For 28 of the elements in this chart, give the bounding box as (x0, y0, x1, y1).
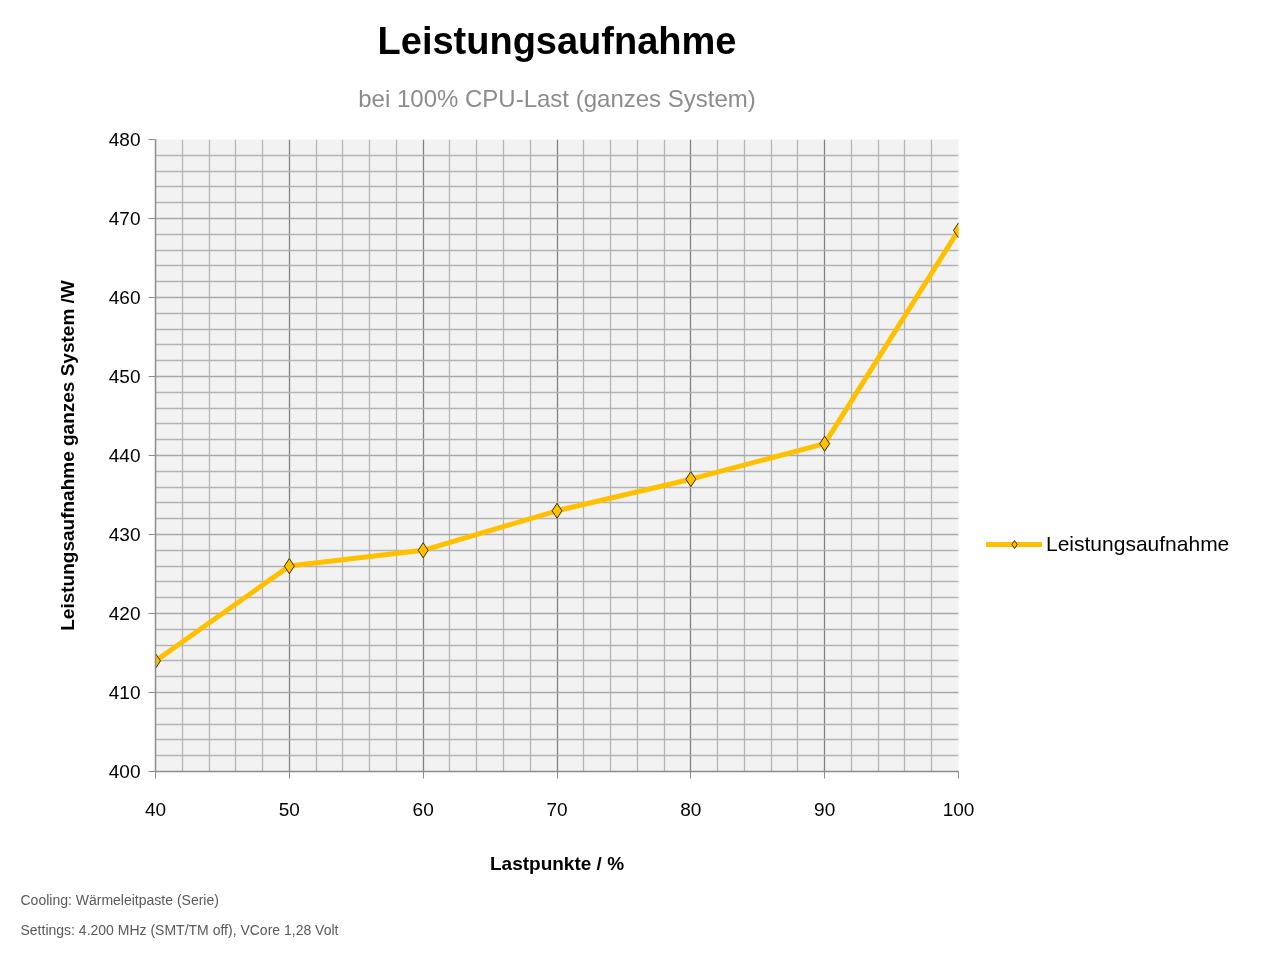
y-tick-label: 470 (108, 208, 141, 229)
y-tick-label: 450 (108, 366, 141, 387)
x-tick-label: 60 (412, 798, 434, 820)
point (819, 435, 831, 452)
point (283, 558, 295, 575)
point (417, 542, 429, 559)
x-tick-label: 40 (144, 798, 167, 820)
y-tick-label: 440 (108, 445, 141, 466)
chart-subtitle: bei 100% CPU-Last (ganzes System) (358, 84, 756, 112)
y-tick-label: 480 (108, 129, 141, 150)
y-tick-label: 430 (108, 524, 141, 545)
x-tick-label: 80 (680, 798, 702, 820)
x-axis-title: Lastpunkte / % (489, 852, 625, 874)
y-tick-label: 420 (108, 603, 141, 624)
point (551, 502, 563, 519)
text: Settings: 4.200 MHz (SMT/TM off), VCore 1,28 Volt (20, 921, 339, 938)
chart-title: Leistungsaufnahme (377, 19, 737, 62)
x-tick-label: 100 (942, 798, 975, 820)
text: Cooling: Wärmeleitpaste (Serie) (20, 891, 219, 908)
point (685, 471, 697, 488)
x-tick-label: 90 (814, 798, 836, 820)
x-tick-label: 70 (546, 798, 568, 820)
y-axis-title: Leistungsaufnahme ganzes System /W (56, 280, 78, 631)
x-tick-label: 50 (278, 798, 300, 820)
y-tick-label: 410 (108, 682, 141, 703)
legend-label: Leistungsaufnahme (1046, 532, 1230, 557)
y-tick-label: 400 (108, 761, 141, 782)
y-tick-label: 460 (108, 287, 141, 308)
